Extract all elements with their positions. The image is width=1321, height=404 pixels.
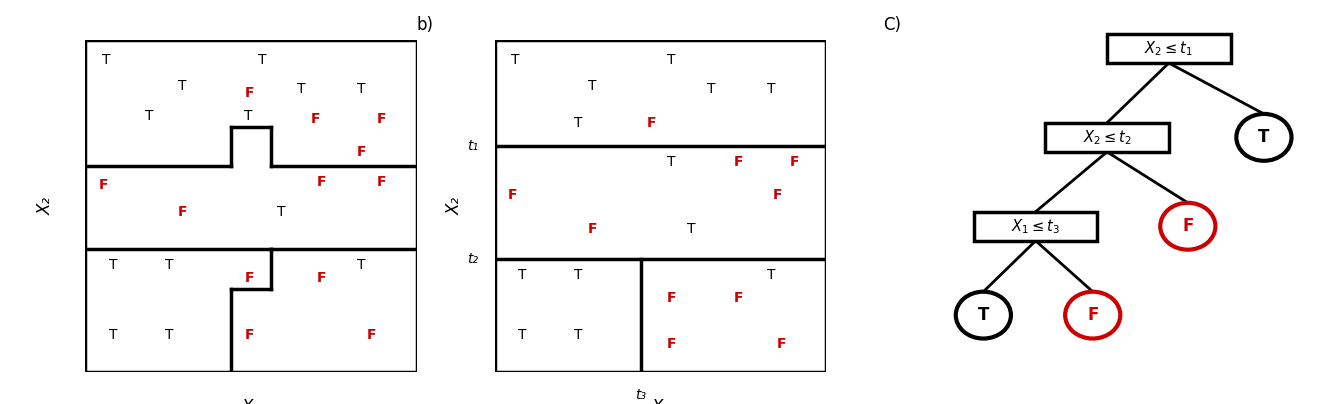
Text: T: T xyxy=(588,79,596,93)
Text: F: F xyxy=(509,188,518,202)
Text: F: F xyxy=(310,112,320,126)
Text: F: F xyxy=(244,86,254,100)
Text: T: T xyxy=(978,306,989,324)
Circle shape xyxy=(956,292,1011,339)
Circle shape xyxy=(1160,203,1215,250)
Text: T: T xyxy=(1258,128,1269,146)
Text: T: T xyxy=(102,53,111,67)
Text: T: T xyxy=(165,258,173,272)
Text: F: F xyxy=(733,155,742,169)
Text: F: F xyxy=(376,175,386,189)
Text: F: F xyxy=(667,291,676,305)
Text: C): C) xyxy=(884,16,901,34)
Text: T: T xyxy=(178,79,186,93)
Text: T: T xyxy=(297,82,306,97)
Circle shape xyxy=(1065,292,1120,339)
Text: T: T xyxy=(108,258,118,272)
Text: T: T xyxy=(145,109,153,123)
Text: X₂: X₂ xyxy=(37,197,54,215)
Text: T: T xyxy=(575,328,583,341)
Text: F: F xyxy=(244,328,254,341)
Text: F: F xyxy=(367,328,376,341)
Text: T: T xyxy=(575,116,583,130)
Text: X₁: X₁ xyxy=(651,398,670,404)
FancyBboxPatch shape xyxy=(1107,34,1231,63)
Text: T: T xyxy=(511,53,520,67)
Text: T: T xyxy=(165,328,173,341)
FancyBboxPatch shape xyxy=(974,212,1098,241)
Text: t₂: t₂ xyxy=(468,252,478,266)
Text: T: T xyxy=(766,268,775,282)
Text: F: F xyxy=(317,271,326,285)
Text: T: T xyxy=(687,221,695,236)
Text: T: T xyxy=(277,205,285,219)
Text: T: T xyxy=(518,328,527,341)
Text: F: F xyxy=(99,179,108,192)
Text: T: T xyxy=(667,155,675,169)
Text: T: T xyxy=(707,82,716,97)
Text: T: T xyxy=(766,82,775,97)
Text: T: T xyxy=(357,82,366,97)
Text: F: F xyxy=(244,271,254,285)
Text: T: T xyxy=(667,53,675,67)
Text: b): b) xyxy=(416,16,433,34)
Text: F: F xyxy=(667,337,676,351)
Text: $X_1 \leq t_3$: $X_1 \leq t_3$ xyxy=(1011,217,1061,236)
Text: X₁: X₁ xyxy=(242,398,260,404)
Text: T: T xyxy=(108,328,118,341)
Text: T: T xyxy=(244,109,252,123)
FancyBboxPatch shape xyxy=(1045,123,1169,152)
Text: X₂: X₂ xyxy=(446,197,464,215)
Text: T: T xyxy=(518,268,527,282)
Text: T: T xyxy=(258,53,266,67)
Circle shape xyxy=(1236,114,1292,161)
Text: F: F xyxy=(357,145,366,159)
Text: T: T xyxy=(357,258,366,272)
Text: T: T xyxy=(575,268,583,282)
Text: t₃: t₃ xyxy=(635,388,646,402)
Text: F: F xyxy=(647,116,657,130)
Text: $X_2 \leq t_1$: $X_2 \leq t_1$ xyxy=(1144,39,1193,58)
Text: F: F xyxy=(790,155,799,169)
Text: F: F xyxy=(1182,217,1194,235)
Text: $X_2 \leq t_2$: $X_2 \leq t_2$ xyxy=(1083,128,1131,147)
Text: F: F xyxy=(777,337,786,351)
Text: t₁: t₁ xyxy=(468,139,478,154)
Text: F: F xyxy=(376,112,386,126)
Text: F: F xyxy=(178,205,188,219)
Text: F: F xyxy=(773,188,782,202)
Text: F: F xyxy=(1087,306,1099,324)
Text: F: F xyxy=(733,291,742,305)
Text: F: F xyxy=(588,221,597,236)
Text: F: F xyxy=(317,175,326,189)
